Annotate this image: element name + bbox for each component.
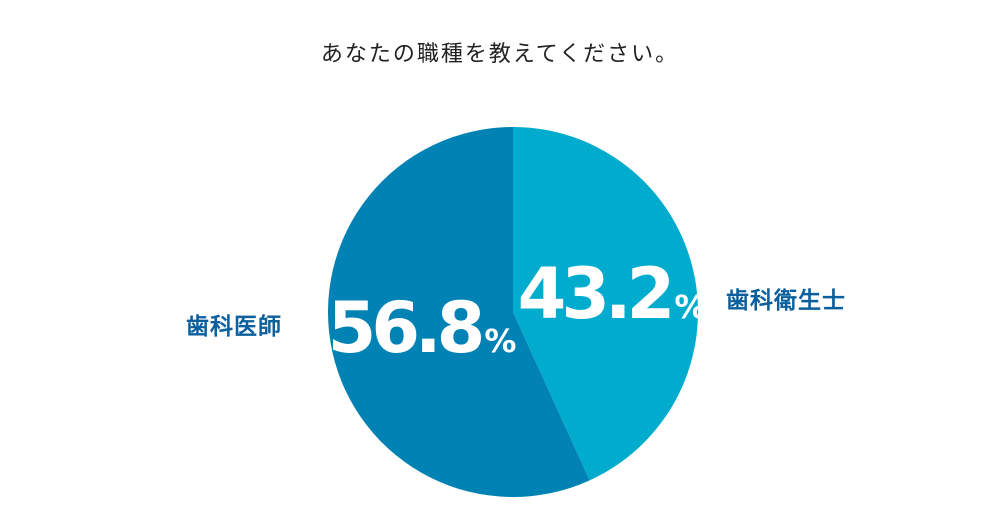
slice-category-label: 歯科医師: [186, 313, 282, 340]
chart-title: あなたの職種を教えてください。: [320, 42, 680, 67]
slice-category-label: 歯科衛生士: [726, 287, 846, 314]
slice-value-label: 43.2%: [518, 253, 707, 335]
slice-value-label: 56.8%: [328, 287, 517, 369]
pie-slice-1: [513, 127, 698, 481]
pie-slice-2: [327, 127, 590, 498]
